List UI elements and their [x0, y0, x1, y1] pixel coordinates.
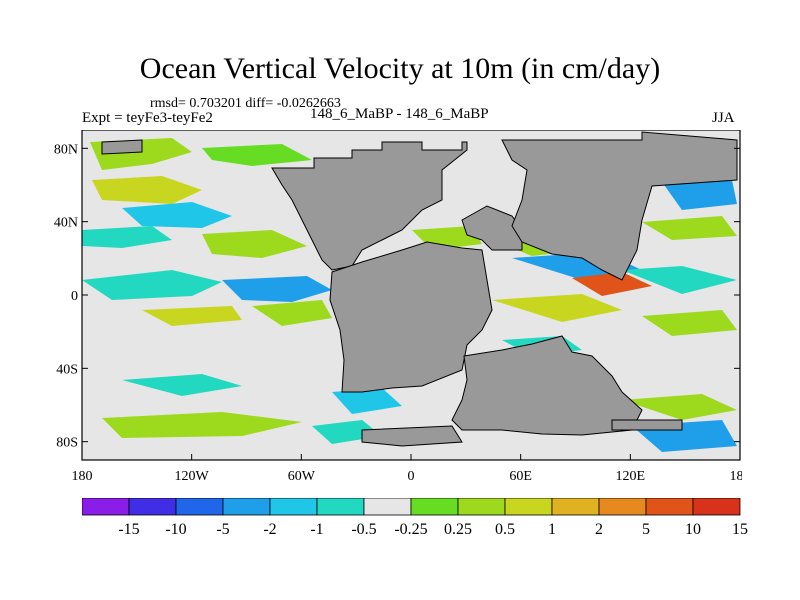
colorbar-box [504, 498, 553, 516]
field-patch [82, 270, 222, 300]
colorbar-box [457, 498, 506, 516]
field-patch [642, 310, 737, 336]
land-eurasia [501, 131, 738, 281]
lon-tick-label: 120E [616, 469, 646, 484]
colorbar-box [645, 498, 694, 516]
colorbar-label: 5 [642, 521, 650, 538]
colorbar-box [222, 498, 271, 516]
lon-ticks: 180 120W 60W 0 60E 120E 180 [72, 454, 743, 484]
lat-ticks: 80N 40N 0 40S 80S [54, 142, 740, 451]
colorbar-box [410, 498, 459, 516]
colorbar-label: -2 [263, 521, 276, 538]
colorbar-label: 0.25 [444, 521, 472, 538]
lon-tick-label: 60W [288, 469, 316, 484]
season-label: JJA [712, 110, 735, 126]
experiment-label: Expt = teyFe3-teyFe2 [82, 110, 213, 126]
colorbar-box [269, 498, 318, 516]
world-map: 80N 40N 0 40S 80S 180 120W 60W 0 60E 120E 180 [54, 130, 743, 484]
colorbar-label: 10 [685, 521, 701, 538]
colorbar-box [175, 498, 224, 516]
lon-tick-label: 120W [175, 469, 210, 484]
land-south-america [329, 241, 493, 393]
lat-tick-label: 0 [71, 289, 78, 304]
field-patch [122, 374, 242, 396]
field-patch [662, 180, 737, 210]
lon-tick-label: 60E [509, 469, 532, 484]
field-patch [202, 144, 312, 166]
land-masses [101, 131, 738, 447]
colorbar-box [598, 498, 647, 516]
lat-tick-label: 80N [54, 142, 78, 157]
field-patch [122, 202, 232, 228]
colorbar-box [128, 498, 177, 516]
field-patch [222, 276, 332, 302]
colorbar-box [363, 498, 412, 516]
land-northwest-island [101, 139, 143, 155]
stats-text: rmsd= 0.703201 diff= -0.0262663 [150, 96, 341, 111]
field-patch [142, 306, 242, 326]
plot-title: Ocean Vertical Velocity at 10m (in cm/da… [139, 52, 661, 85]
colorbar-label: 0.5 [495, 521, 515, 538]
lat-tick-label: 80S [56, 436, 78, 451]
colorbar-box [82, 498, 130, 516]
field-patch [622, 266, 737, 294]
field-patch [252, 300, 332, 326]
colorbar-label: -0.25 [394, 521, 427, 538]
colorbar-labels: -15 -10 -5 -2 -1 -0.5 -0.25 0.25 0.5 1 2 5 10 15 [118, 521, 748, 538]
colorbar-label: -15 [118, 521, 139, 538]
colorbar-label: -10 [165, 521, 186, 538]
colorbar-label: 1 [548, 521, 556, 538]
colorbar-box [316, 498, 365, 516]
field-patch [642, 216, 737, 240]
field-patch [102, 412, 302, 438]
lon-tick-label: 0 [408, 469, 415, 484]
colorbar-box [692, 498, 741, 516]
field-patch [122, 336, 232, 360]
land-antarctica-east [611, 419, 683, 431]
land-africa-north [461, 205, 523, 251]
colorbar-box [551, 498, 600, 516]
colorbar-label: -5 [216, 521, 229, 538]
field-patch [622, 394, 737, 420]
land-antarctica-west [361, 425, 463, 447]
field-patch [92, 176, 202, 204]
colorbar-label: 2 [595, 521, 603, 538]
colorbar-label: -0.5 [351, 521, 376, 538]
lon-tick-label: 180 [730, 469, 743, 484]
colorbar-label: 15 [732, 521, 748, 538]
land-north-america [271, 141, 468, 271]
field-patch [82, 226, 172, 248]
lon-tick-label: 180 [72, 469, 93, 484]
field-patch [492, 294, 622, 322]
colorbar-label: -1 [310, 521, 323, 538]
colorbar: -15 -10 -5 -2 -1 -0.5 -0.25 0.25 0.5 1 2 5 10 15 [82, 498, 748, 538]
field-patch [572, 272, 652, 296]
lat-tick-label: 40S [56, 362, 78, 377]
field-patch [202, 230, 307, 258]
case-label: 148_6_MaBP - 148_6_MaBP [310, 106, 489, 122]
colorbar-boxes [82, 498, 741, 516]
lat-tick-label: 40N [54, 216, 78, 231]
field-patch [332, 388, 402, 414]
